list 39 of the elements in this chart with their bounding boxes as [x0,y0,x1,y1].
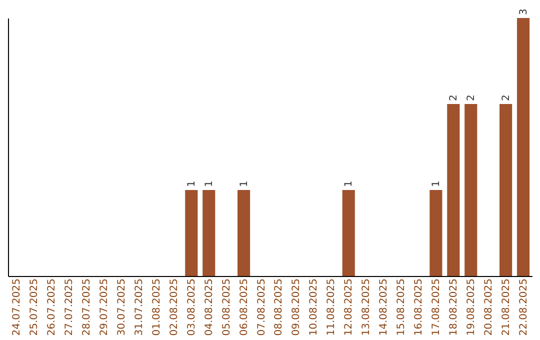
data-label: 1 [430,180,442,187]
x-tick-label: 26.07.2025 [46,278,58,336]
x-tick-label: 05.08.2025 [221,278,232,336]
x-tick-label: 25.07.2025 [29,278,40,336]
x-tick-label: 12.08.2025 [344,278,355,336]
x-tick-label: 09.08.2025 [291,278,302,336]
x-tick-label: 30.07.2025 [116,278,128,336]
x-tick-label: 21.08.2025 [500,278,512,336]
x-tick-label: 02.08.2025 [168,278,180,336]
data-label: 2 [448,94,460,101]
data-label: 2 [466,94,477,101]
data-label: 3 [518,8,530,15]
data-label: 1 [344,180,355,187]
x-tick-label: 16.08.2025 [413,278,424,336]
x-tick-label: 11.08.2025 [326,278,338,336]
x-tick-label: 18.08.2025 [448,278,460,336]
x-tick-label: 03.08.2025 [186,278,198,336]
data-label: 2 [500,94,512,101]
x-tick-label: 13.08.2025 [361,278,372,336]
x-tick-label: 28.07.2025 [82,278,93,336]
data-label: 1 [204,180,215,187]
data-label: 1 [186,180,198,187]
x-tick-label: 14.08.2025 [378,278,390,336]
x-tick-label: 19.08.2025 [466,278,477,336]
x-tick-label: 01.08.2025 [151,278,162,336]
x-tick-label: 07.08.2025 [256,278,268,336]
x-tick-label: 24.07.2025 [12,278,23,336]
x-tick-label: 31.07.2025 [134,278,145,336]
x-tick-label: 08.08.2025 [274,278,285,336]
x-tick-label: 29.07.2025 [99,278,110,336]
x-tick-label: 15.08.2025 [396,278,407,336]
x-tick-label: 06.08.2025 [238,278,250,336]
x-tick-label: 20.08.2025 [483,278,494,336]
x-tick-label: 10.08.2025 [308,278,320,336]
x-tick-label: 27.07.2025 [64,278,76,336]
x-tick-label: 04.08.2025 [204,278,215,336]
x-tick-label: 22.08.2025 [518,278,530,336]
x-tick-label: 17.08.2025 [430,278,442,336]
data-label: 1 [238,180,250,187]
